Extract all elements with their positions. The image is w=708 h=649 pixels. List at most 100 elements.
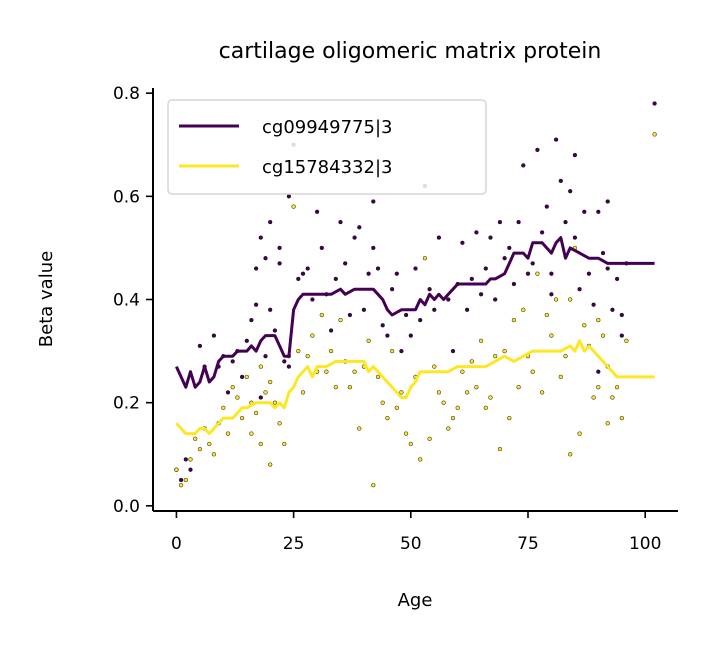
scatter-point-series-1 (268, 219, 273, 225)
scatter-point-series-2 (450, 415, 456, 421)
scatter-point-series-2 (614, 385, 620, 390)
scatter-point-series-2 (230, 385, 235, 390)
scatter-point-series-1 (361, 307, 367, 312)
chart-title: cartilage oligomeric matrix protein (219, 39, 602, 64)
scatter-point-series-1 (253, 266, 259, 271)
scatter-point-series-1 (282, 359, 287, 364)
scatter-point-series-2 (296, 348, 301, 354)
scatter-point-series-1 (357, 225, 362, 230)
scatter-point-series-2 (389, 348, 395, 354)
scatter-point-series-2 (455, 405, 460, 410)
scatter-point-series-2 (277, 421, 282, 426)
trend-line-series-1 (175, 236, 655, 389)
scatter-point-series-1 (188, 467, 193, 472)
y-axis-title: Beta value (36, 251, 57, 347)
x-tick-label: 25 (283, 534, 305, 554)
scatter-point-series-1 (596, 369, 601, 374)
scatter-point-series-2 (624, 338, 629, 343)
scatter-point-series-2 (582, 323, 587, 328)
scatter-point-series-2 (324, 369, 329, 374)
scatter-point-series-1 (530, 261, 535, 266)
scatter-point-series-1 (549, 271, 554, 276)
scatter-point-series-2 (174, 467, 179, 472)
legend-label-series-2: cg15784332|3 (262, 157, 392, 178)
scatter-point-series-1 (211, 333, 217, 338)
scatter-point-series-2 (652, 132, 657, 137)
x-tick-label: 50 (400, 534, 422, 554)
scatter-point-series-2 (282, 441, 287, 447)
scatter-point-series-2 (535, 271, 540, 276)
series-group-2 (174, 132, 657, 488)
scatter-point-series-2 (460, 369, 465, 374)
scatter-point-series-1 (258, 395, 263, 400)
scatter-point-series-1 (352, 235, 357, 240)
scatter-point-series-1 (614, 276, 620, 282)
scatter-point-series-2 (225, 431, 231, 436)
scatter-point-series-1 (300, 271, 306, 276)
scatter-point-series-1 (619, 333, 624, 338)
y-tick-label: 0.0 (113, 497, 140, 517)
scatter-point-series-2 (474, 385, 479, 390)
x-axis-title: Age (398, 590, 433, 611)
scatter-point-series-2 (549, 333, 554, 338)
scatter-point-series-1 (371, 199, 376, 204)
scatter-point-series-2 (244, 374, 249, 380)
scatter-point-series-2 (197, 446, 203, 452)
scatter-point-series-1 (249, 317, 254, 323)
scatter-point-series-1 (502, 256, 507, 261)
scatter-point-series-2 (493, 354, 498, 359)
scatter-point-series-2 (399, 390, 404, 395)
scatter-point-series-2 (511, 317, 517, 323)
scatter-point-series-1 (333, 276, 338, 282)
scatter-point-series-2 (375, 374, 381, 380)
scatter-point-series-2 (432, 364, 437, 369)
scatter-point-series-1 (380, 323, 385, 328)
scatter-point-series-2 (605, 421, 610, 426)
scatter-point-series-2 (483, 405, 488, 410)
scatter-point-series-1 (549, 292, 554, 297)
scatter-point-series-2 (357, 426, 362, 431)
scatter-point-series-1 (619, 312, 624, 318)
scatter-point-series-2 (258, 364, 263, 369)
scatter-point-series-1 (197, 343, 203, 349)
scatter-point-series-1 (497, 219, 503, 225)
scatter-point-series-1 (263, 354, 268, 359)
scatter-point-series-2 (568, 297, 573, 302)
scatter-point-series-2 (394, 405, 399, 410)
scatter-point-series-2 (446, 426, 451, 431)
scatter-point-series-1 (418, 317, 423, 323)
scatter-point-series-2 (328, 348, 334, 354)
scatter-point-series-2 (436, 390, 442, 395)
scatter-point-series-2 (469, 359, 474, 364)
scatter-point-series-1 (319, 245, 324, 251)
scatter-point-series-1 (244, 338, 249, 343)
scatter-point-series-1 (394, 271, 399, 276)
scatter-point-series-1 (516, 219, 521, 225)
scatter-point-series-1 (183, 457, 188, 462)
series-group-1 (174, 101, 657, 483)
scatter-point-series-2 (600, 333, 606, 338)
x-tick-label: 0 (171, 534, 182, 554)
scatter-point-series-2 (352, 369, 357, 374)
scatter-point-series-1 (474, 230, 479, 235)
scatter-point-series-2 (380, 400, 385, 405)
scatter-point-series-2 (253, 410, 259, 416)
scatter-point-series-1 (403, 312, 409, 318)
scatter-point-series-1 (464, 307, 470, 312)
scatter-point-series-1 (366, 271, 371, 276)
scatter-point-series-1 (600, 250, 606, 256)
scatter-point-series-1 (239, 374, 245, 380)
scatter-point-series-1 (572, 152, 578, 158)
scatter-point-series-1 (347, 312, 353, 318)
scatter-point-series-2 (591, 395, 596, 400)
scatter-point-series-2 (408, 441, 413, 447)
scatter-point-series-1 (493, 297, 498, 302)
scatter-point-series-2 (211, 452, 217, 457)
scatter-point-series-1 (460, 240, 465, 245)
scatter-point-series-1 (305, 266, 310, 271)
scatter-point-series-1 (610, 307, 615, 312)
scatter-point-series-2 (497, 446, 503, 452)
scatter-point-series-2 (418, 457, 423, 462)
scatter-point-series-2 (478, 338, 484, 343)
